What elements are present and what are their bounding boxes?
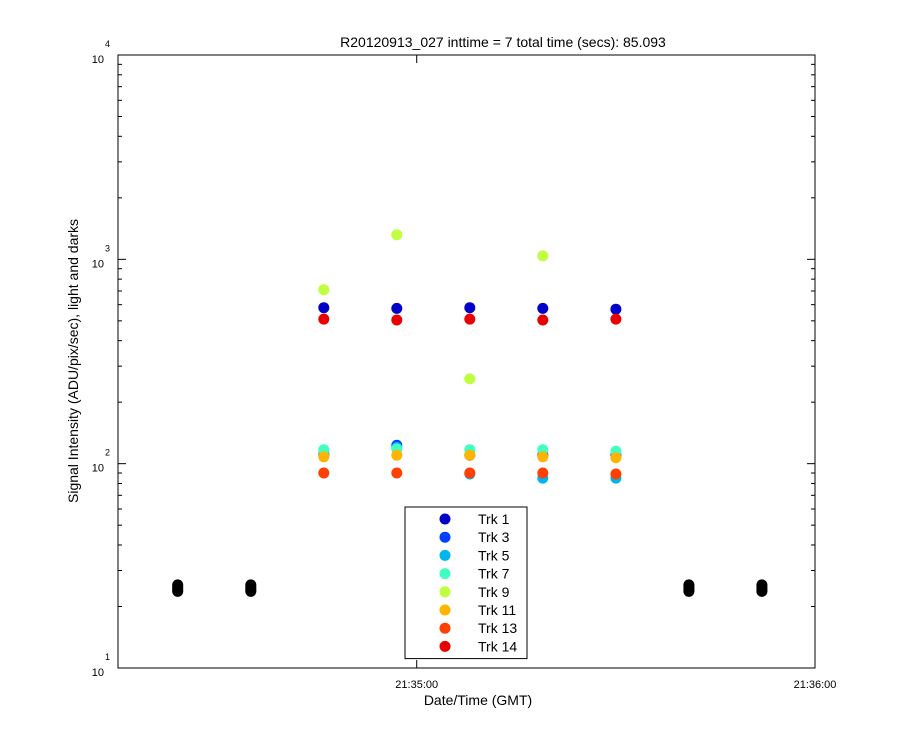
series-4 [318, 229, 549, 385]
y-tick-exponent: 3 [105, 243, 110, 253]
data-point [464, 313, 476, 325]
y-tick-label: 10 [92, 258, 104, 270]
data-point [537, 250, 549, 262]
data-point [391, 229, 403, 241]
data-point [537, 467, 549, 479]
series-8 [172, 579, 768, 597]
data-point [610, 452, 622, 464]
series-7 [318, 313, 622, 326]
y-axis-label: Signal Intensity (ADU/pix/sec), light an… [65, 219, 81, 503]
legend-entry: Trk 9 [478, 584, 510, 600]
legend-entry: Trk 11 [478, 602, 516, 618]
y-tick-label: 10 [92, 54, 104, 66]
data-point [756, 585, 768, 597]
data-point [318, 451, 330, 463]
data-point [318, 302, 330, 314]
legend-marker [439, 531, 451, 543]
data-point [318, 467, 330, 479]
legend-marker [439, 622, 451, 634]
data-point [610, 468, 622, 480]
legend-entry: Trk 3 [478, 529, 510, 545]
data-point [391, 449, 403, 461]
data-point [245, 585, 257, 597]
legend-marker [439, 568, 451, 580]
plot-frame [117, 54, 816, 669]
series-6 [318, 467, 622, 480]
y-tick-exponent: 2 [105, 448, 110, 458]
data-point [391, 467, 403, 479]
legend-entry: Trk 7 [478, 566, 510, 582]
x-tick-label: 21:36:00 [794, 679, 837, 691]
legend-marker [439, 549, 451, 561]
data-point [464, 467, 476, 479]
legend-box [404, 506, 528, 660]
data-point [537, 314, 549, 326]
data-point [464, 302, 476, 314]
legend-marker [439, 586, 451, 598]
data-point [318, 284, 330, 296]
y-tick-exponent: 1 [105, 652, 110, 662]
chart-title: R20120913_027 inttime = 7 total time (se… [340, 34, 666, 50]
data-point [537, 451, 549, 463]
y-tick-exponent: 4 [105, 39, 110, 49]
x-tick-label: 21:35:00 [395, 679, 438, 691]
series-5 [318, 449, 622, 464]
y-tick-label: 10 [92, 667, 104, 679]
series-0 [318, 302, 622, 315]
data-point [464, 449, 476, 461]
legend-entry: Trk 1 [478, 511, 510, 527]
legend-entry: Trk 5 [478, 547, 510, 563]
x-axis-label: Date/Time (GMT) [424, 692, 532, 708]
legend-entry: Trk 13 [478, 620, 517, 636]
data-point [318, 313, 330, 325]
legend: Trk 1 Trk 3 Trk 5 Trk 7 Trk 9 Trk 11 Trk 13 Trk… [404, 506, 528, 660]
data-point [172, 585, 184, 597]
legend-marker [439, 640, 451, 652]
data-point [537, 302, 549, 314]
data-point [391, 314, 403, 326]
data-point [683, 585, 695, 597]
data-point [464, 373, 476, 385]
y-tick-label: 10 [92, 463, 104, 475]
plot-area [172, 229, 768, 597]
data-point [391, 302, 403, 314]
legend-marker [439, 604, 451, 616]
data-point [610, 313, 622, 325]
legend-entry: Trk 14 [478, 638, 517, 654]
legend-marker [439, 513, 451, 525]
data-point [610, 303, 622, 315]
